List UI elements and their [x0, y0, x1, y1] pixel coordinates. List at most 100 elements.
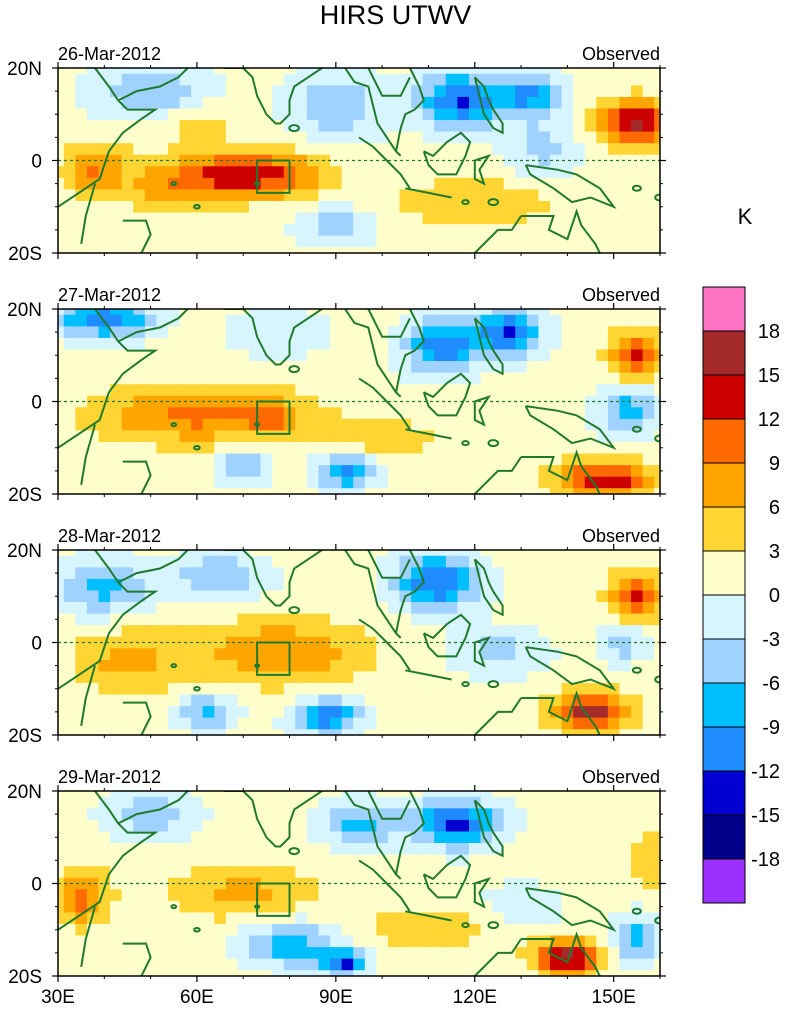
field-cell: [561, 326, 574, 339]
field-cell: [260, 729, 273, 735]
field-cell: [318, 108, 331, 121]
field-cell: [445, 224, 459, 237]
field-cell: [214, 326, 227, 339]
field-cell: [573, 590, 586, 603]
field-cell: [503, 68, 516, 75]
field-cell: [167, 866, 181, 879]
colorbar-label: 15: [758, 365, 780, 387]
field-cell: [86, 935, 100, 948]
field-cell: [526, 73, 540, 86]
field-cell: [330, 590, 343, 603]
field-cell: [179, 418, 192, 432]
field-cell: [399, 453, 412, 466]
field-cell: [654, 384, 660, 397]
field-cell: [607, 224, 621, 237]
field-cell: [306, 923, 320, 937]
field-cell: [468, 337, 482, 351]
field-cell: [341, 947, 354, 960]
field-cell: [561, 636, 574, 649]
field-cell: [434, 648, 447, 661]
field-cell: [411, 877, 424, 890]
field-cell: [503, 912, 516, 925]
field-cell: [364, 706, 377, 719]
field-cell: [225, 791, 239, 798]
field-cell: [110, 212, 123, 225]
field-cell: [353, 247, 366, 253]
field-cell: [492, 659, 505, 673]
field-cell: [619, 235, 632, 248]
field-cell: [411, 590, 424, 603]
field-cell: [214, 613, 227, 626]
field-cell: [260, 819, 273, 833]
field-cell: [191, 659, 204, 673]
field-cell: [306, 314, 320, 327]
field-cell: [341, 912, 354, 925]
field-cell: [561, 418, 574, 432]
field-cell: [364, 189, 377, 202]
field-cell: [110, 958, 123, 971]
field-cell: [561, 212, 574, 225]
field-cell: [434, 791, 447, 798]
field-cell: [387, 349, 401, 362]
field-cell: [561, 808, 574, 821]
field-cell: [596, 578, 609, 592]
field-cell: [399, 143, 412, 156]
field-cell: [249, 970, 262, 976]
field-cell: [214, 567, 227, 580]
field-cell: [318, 567, 331, 580]
field-cell: [353, 900, 366, 914]
field-cell: [480, 309, 493, 316]
field-cell: [584, 831, 597, 844]
field-cell: [515, 235, 528, 248]
field-cell: [654, 550, 660, 557]
field-cell: [561, 314, 574, 327]
field-cell: [515, 96, 528, 110]
field-cell: [387, 200, 401, 214]
field-cell: [179, 578, 192, 592]
field-cell: [422, 947, 435, 960]
field-cell: [295, 648, 308, 661]
field-cell: [584, 791, 597, 798]
field-cell: [133, 791, 146, 798]
field-cell: [156, 625, 169, 638]
field-cell: [58, 694, 65, 707]
field-cell: [86, 970, 100, 976]
field-cell: [341, 567, 354, 580]
field-cell: [75, 706, 88, 719]
field-cell: [179, 476, 192, 489]
field-cell: [121, 694, 134, 707]
field-cell: [538, 441, 551, 455]
field-cell: [144, 659, 158, 673]
panel-date: 26-Mar-2012: [58, 44, 161, 64]
field-cell: [179, 349, 192, 362]
field-cell: [318, 970, 331, 976]
field-cell: [272, 96, 285, 110]
field-cell: [422, 326, 435, 339]
field-cell: [457, 337, 470, 351]
field-cell: [538, 843, 551, 856]
field-cell: [341, 819, 354, 833]
field-cell: [63, 326, 76, 339]
field-cell: [515, 625, 528, 638]
field-cell: [110, 648, 123, 661]
field-cell: [110, 465, 123, 478]
field-cell: [237, 636, 250, 649]
field-cell: [249, 372, 262, 385]
field-cell: [422, 717, 435, 730]
field-cell: [353, 625, 366, 638]
field-cell: [191, 866, 204, 879]
field-cell: [75, 659, 88, 673]
field-cell: [75, 96, 88, 110]
field-cell: [318, 224, 331, 237]
field-cell: [295, 808, 308, 821]
field-cell: [98, 453, 111, 466]
field-cell: [399, 235, 412, 248]
field-cell: [561, 877, 574, 890]
field-cell: [573, 613, 586, 626]
island-outline: [193, 686, 201, 692]
field-cell: [503, 166, 516, 179]
field-cell: [619, 671, 632, 684]
field-cell: [584, 73, 597, 86]
field-cell: [434, 900, 447, 914]
coastline: [473, 395, 492, 427]
